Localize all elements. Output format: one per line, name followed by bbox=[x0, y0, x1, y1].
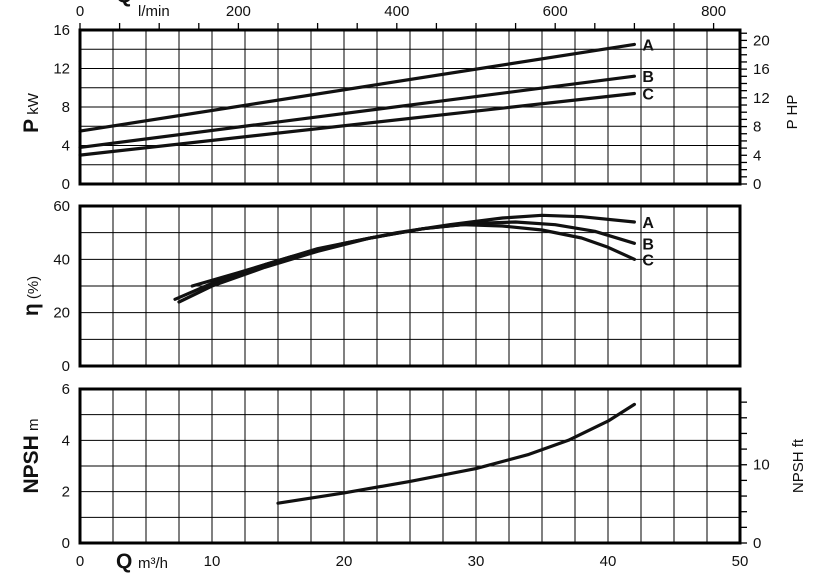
npsh-y-axis-title-part: m bbox=[25, 418, 42, 431]
efficiency-ytick-label: 60 bbox=[53, 198, 70, 215]
efficiency-ytick-label: 40 bbox=[53, 251, 70, 268]
x-axis-unit: m³/h bbox=[138, 555, 168, 572]
npsh-y2tick-label: 10 bbox=[753, 457, 770, 474]
efficiency-series-label-a: A bbox=[642, 215, 654, 232]
top-axis-tick-label: 0 bbox=[76, 3, 84, 20]
power-ytick-label: 16 bbox=[53, 22, 70, 39]
power-ytick-label: 0 bbox=[62, 176, 70, 193]
top-axis-tick-label: 600 bbox=[543, 3, 568, 20]
power-series-label-c: C bbox=[642, 87, 654, 104]
frames-layer bbox=[78, 23, 747, 545]
npsh-frame bbox=[78, 387, 742, 545]
power-curve-c bbox=[78, 91, 636, 157]
power-ytick-label: 8 bbox=[62, 99, 70, 116]
efficiency-curve-c bbox=[177, 223, 636, 304]
top-axis-unit: l/min bbox=[138, 3, 170, 20]
power-y2tick-label: 16 bbox=[753, 61, 770, 78]
power-y-axis-title-part: P bbox=[20, 119, 43, 133]
npsh-y-axis-title-part: NPSH bbox=[20, 435, 43, 493]
power-y2tick-label: 0 bbox=[753, 176, 761, 193]
x-tick-label: 10 bbox=[204, 553, 221, 570]
power-ytick-label: 4 bbox=[62, 138, 70, 155]
power-series-label-b: B bbox=[642, 69, 654, 86]
npsh-y-axis-title: NPSH m bbox=[20, 418, 43, 493]
power-frame bbox=[78, 28, 742, 186]
efficiency-y-axis-title-part: η bbox=[20, 303, 43, 316]
power-y2tick-label: 12 bbox=[753, 90, 770, 107]
npsh-ytick-label: 2 bbox=[62, 484, 70, 501]
npsh-ytick-label: 6 bbox=[62, 381, 70, 398]
top-axis-tick-label: 800 bbox=[701, 3, 726, 20]
x-tick-label: 30 bbox=[468, 553, 485, 570]
power-series-label-a: A bbox=[642, 37, 654, 54]
power-curve-b bbox=[78, 74, 636, 149]
power-ytick-label: 12 bbox=[53, 61, 70, 78]
grid-layer bbox=[80, 30, 740, 543]
npsh-y2-axis-title: NPSH ft bbox=[790, 438, 807, 493]
efficiency-series-label-c: C bbox=[642, 252, 654, 269]
power-y-axis-title: P kW bbox=[20, 92, 43, 133]
x-tick-label: 20 bbox=[336, 553, 353, 570]
npsh-ytick-label: 4 bbox=[62, 432, 70, 449]
efficiency-y-axis-title: η (%) bbox=[20, 276, 43, 316]
power-curve-a bbox=[78, 42, 636, 133]
top-axis-tick-label: 400 bbox=[384, 3, 409, 20]
power-y2tick-label: 20 bbox=[753, 32, 770, 49]
top-axis-tick-label: 200 bbox=[226, 3, 251, 20]
efficiency-y-axis-title-part: (%) bbox=[25, 276, 42, 299]
efficiency-series-label-b: B bbox=[642, 236, 654, 253]
npsh-y2tick-label: 0 bbox=[753, 535, 761, 552]
efficiency-frame bbox=[78, 204, 742, 368]
power-y-axis-title-part: kW bbox=[25, 92, 42, 115]
npsh-ytick-label: 0 bbox=[62, 535, 70, 552]
efficiency-ytick-label: 0 bbox=[62, 358, 70, 375]
x-tick-label: 0 bbox=[76, 553, 84, 570]
power-y2tick-label: 8 bbox=[753, 119, 761, 136]
efficiency-ytick-label: 20 bbox=[53, 305, 70, 322]
power-y2-axis-title: P HP bbox=[784, 95, 801, 130]
x-tick-label: 40 bbox=[600, 553, 617, 570]
top-axis-label: Q bbox=[116, 0, 132, 7]
x-axis-label: Q bbox=[116, 550, 132, 573]
x-tick-label: 50 bbox=[732, 553, 749, 570]
npsh-curve bbox=[276, 402, 636, 505]
curves-layer bbox=[78, 42, 636, 505]
power-y2tick-label: 4 bbox=[753, 147, 761, 164]
